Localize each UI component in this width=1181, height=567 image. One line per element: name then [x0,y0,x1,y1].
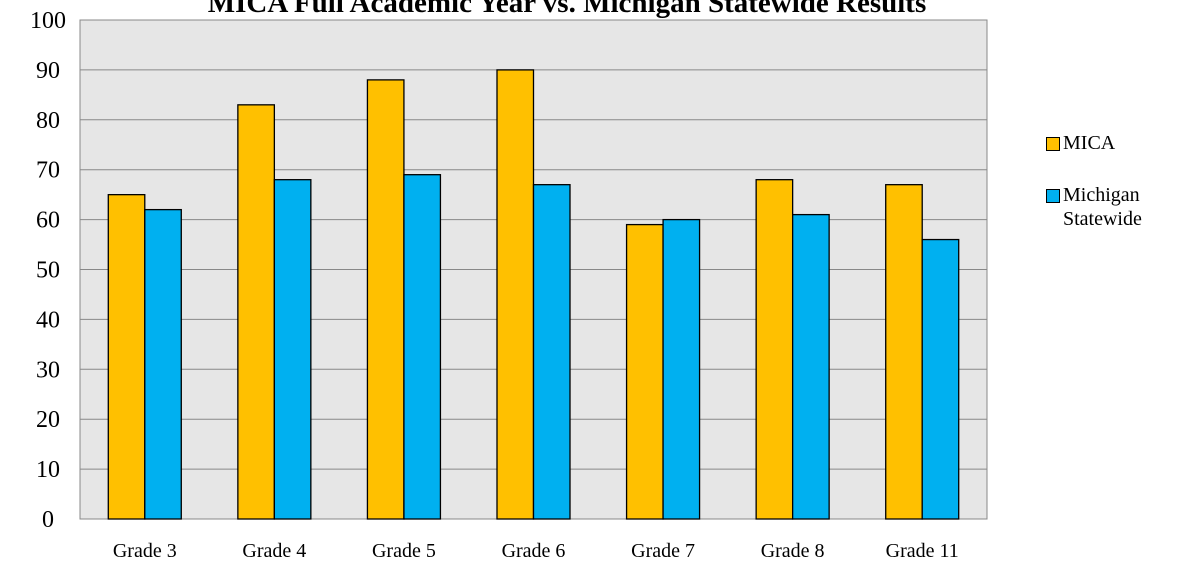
y-tick-label: 90 [36,58,60,84]
legend-swatch [1046,137,1060,151]
x-tick-label: Grade 6 [502,540,566,562]
bar [532,184,571,520]
y-tick-label: 10 [36,457,60,483]
legend-label: MICA [1063,132,1116,154]
y-tick-label: 0 [42,507,54,533]
legend-swatch [1046,189,1060,203]
bar [496,69,535,520]
bar [662,218,701,520]
bar [273,179,312,520]
y-tick-label: 100 [30,8,66,34]
bar [144,208,182,520]
y-tick-label: 50 [36,258,60,284]
y-tick-label: 30 [36,357,60,383]
x-tick-label: Grade 4 [242,540,306,562]
x-tick-label: Grade 3 [113,540,177,562]
legend-item: Michigan Statewide [1046,183,1156,231]
bar [755,179,794,520]
x-tick-label: Grade 8 [761,540,825,562]
x-tick-label: Grade 5 [372,540,436,562]
bar [885,184,923,520]
bar [107,193,146,520]
chart-title: MICA Full Academic Year vs. Michigan Sta… [208,0,927,19]
bar [403,174,442,520]
y-tick-label: 40 [36,307,60,333]
x-tick-label: Grade 11 [886,540,959,562]
y-tick-label: 60 [36,208,60,234]
x-tick-label: Grade 7 [631,540,695,562]
bar [366,79,405,520]
y-tick-label: 20 [36,407,60,433]
bar [921,238,960,520]
bar [625,223,664,520]
bar [237,104,276,520]
bar [791,213,830,520]
y-tick-label: 80 [36,108,60,134]
y-tick-label: 70 [36,158,60,184]
legend-label: Michigan Statewide [1063,184,1142,230]
legend-item: MICA [1046,131,1156,155]
